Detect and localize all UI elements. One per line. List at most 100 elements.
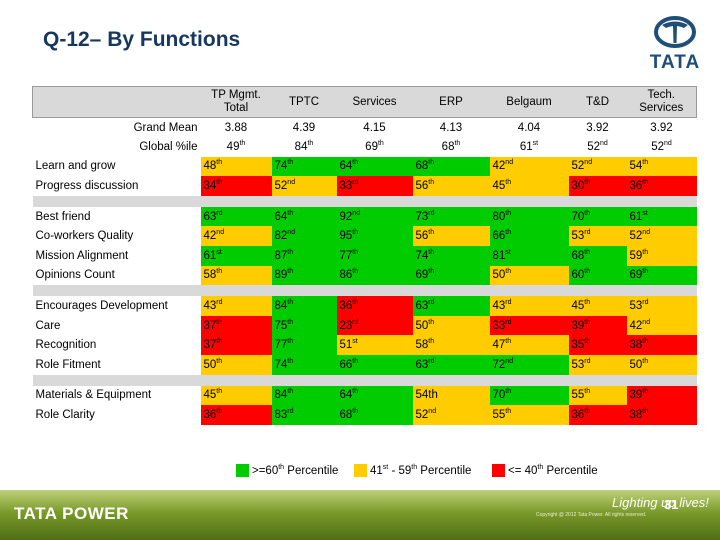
- cell-suffix: th: [287, 388, 294, 396]
- cell-suffix: th: [216, 318, 223, 326]
- table-row: Learn and grow 48th 74th 64th 68th 42nd 52nd 54…: [33, 156, 697, 177]
- value-cell: 50th: [489, 265, 569, 286]
- cell-suffix: th: [428, 159, 435, 167]
- value-cell: 61st: [626, 206, 697, 227]
- cell-suffix: th: [642, 159, 649, 167]
- column-header: TPTC: [271, 86, 337, 118]
- cell-suffix: th: [377, 140, 384, 148]
- cell-value: 53: [571, 358, 585, 371]
- cell-value: 42: [629, 319, 643, 332]
- cell-suffix: th: [505, 408, 512, 416]
- column-header: Belgaum: [489, 86, 569, 118]
- row-label: Role Fitment: [35, 358, 101, 371]
- cell-suffix: rd: [428, 209, 435, 217]
- legend-green-swatch: [236, 464, 249, 477]
- cell-value: 80: [492, 210, 506, 223]
- slide-title: Q-12– By Functions: [43, 28, 241, 51]
- value-cell: 30th: [568, 176, 627, 196]
- row-label: Progress discussion: [35, 180, 139, 193]
- value-cell: 83rd: [271, 405, 337, 425]
- cell-suffix: th: [307, 140, 314, 148]
- cell-value: 84: [294, 140, 308, 153]
- cell-suffix: th: [505, 209, 512, 217]
- cell-suffix: th: [287, 358, 294, 365]
- cell-value: 50: [415, 319, 429, 332]
- value-cell: 74th: [412, 246, 490, 266]
- cell-suffix: rd: [428, 358, 435, 365]
- cell-suffix: th: [287, 268, 294, 276]
- table-row: Grand Mean 3.88 4.39 4.15 4.13 4.04 3.92 3.92: [33, 118, 697, 138]
- value-cell: 4.15: [337, 118, 413, 138]
- cell-value: 51: [339, 339, 353, 352]
- value-cell: 33rd: [336, 176, 413, 196]
- row-label: Best friend: [35, 210, 91, 223]
- row-label: Encourages Development: [35, 300, 168, 313]
- row-label: Mission Alignment: [35, 249, 129, 262]
- value-cell: 3.88: [201, 118, 272, 138]
- value-cell: 34th: [200, 176, 272, 196]
- cell-value: 61: [629, 210, 643, 223]
- value-cell: 52nd: [626, 226, 697, 247]
- value-cell: 50th: [626, 355, 697, 375]
- cell-value: 84: [274, 389, 288, 402]
- value-cell: 64th: [271, 206, 337, 227]
- cell-value: 43: [203, 300, 217, 313]
- value-cell: 3.92: [569, 118, 627, 138]
- cell-value: 92: [339, 210, 353, 223]
- row-label: Opinions Count: [35, 269, 115, 282]
- cell-suffix: th: [454, 140, 461, 148]
- group-separator: [32, 374, 697, 386]
- cell-value: 52: [629, 230, 643, 243]
- cell-value: 38: [629, 339, 643, 352]
- value-cell: 38th: [626, 335, 697, 356]
- cell-value: 23: [339, 319, 353, 332]
- cell-suffix: rd: [352, 318, 359, 326]
- column-header: ERP: [412, 86, 490, 118]
- value-cell: 81st: [489, 246, 569, 266]
- cell-value: 55: [571, 389, 585, 402]
- cell-value: 83: [274, 409, 288, 422]
- cell-value: 81: [492, 249, 506, 262]
- cell-suffix: th: [352, 249, 359, 257]
- cell-value: 56: [415, 180, 429, 193]
- cell-suffix: rd: [287, 408, 294, 416]
- value-cell: 66th: [336, 355, 413, 375]
- cell-value: 74: [274, 160, 288, 173]
- cell-suffix: th: [642, 358, 649, 365]
- cell-value: 45: [203, 389, 217, 402]
- functions-table: TP Mgmt. Total TPTC Services ERP Belgaum T&D T…: [32, 86, 697, 425]
- row-label: Global %ile: [139, 140, 198, 153]
- cell-suffix: th: [287, 299, 294, 307]
- value-cell: 53rd: [568, 226, 627, 247]
- value-cell: 36th: [200, 405, 272, 425]
- value-cell: 89th: [271, 265, 337, 286]
- value-cell: 86th: [336, 265, 413, 286]
- cell-value: 64: [339, 160, 353, 173]
- value-cell: 77th: [336, 246, 413, 266]
- cell-suffix: st: [352, 338, 358, 346]
- cell-value: 35: [571, 339, 585, 352]
- table-row: Opinions Count 58th 89th 86th 69th 50th 60th 69…: [33, 265, 697, 286]
- cell-suffix: th: [505, 179, 512, 187]
- cell-suffix: th: [584, 299, 591, 307]
- cell-value: 39: [629, 389, 643, 402]
- tata-logo-icon: [654, 16, 696, 48]
- cell-value: 48: [203, 160, 217, 173]
- cell-suffix: rd: [505, 299, 512, 307]
- cell-value: 30: [571, 180, 585, 193]
- cell-suffix: nd: [428, 408, 437, 416]
- cell-value: 54: [629, 160, 643, 173]
- cell-suffix: nd: [600, 140, 608, 148]
- value-cell: 50th: [200, 355, 272, 375]
- cell-suffix: nd: [505, 358, 514, 365]
- cell-suffix: nd: [352, 209, 361, 217]
- value-cell: 92nd: [336, 206, 413, 227]
- value-cell: 42nd: [200, 226, 272, 247]
- value-cell: 52nd: [271, 176, 337, 196]
- cell-suffix: th: [584, 179, 591, 187]
- cell-suffix: rd: [584, 229, 591, 237]
- value-cell: 50th: [412, 315, 490, 336]
- value-cell: 33rd: [489, 315, 569, 336]
- value-cell: 80th: [489, 206, 569, 227]
- cell-suffix: th: [584, 338, 591, 346]
